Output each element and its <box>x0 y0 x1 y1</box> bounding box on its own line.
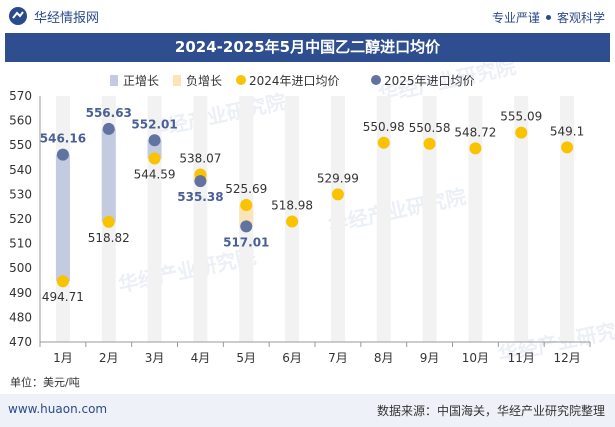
y-tick-label: 550 <box>9 138 32 152</box>
label-2025: 552.01 <box>131 117 177 131</box>
y-tick-label: 500 <box>9 261 32 275</box>
positive-growth-bar <box>101 128 116 222</box>
y-tick-label: 480 <box>9 310 32 324</box>
y-tick-label: 570 <box>9 89 32 103</box>
chart-title: 2024-2025年5月中国乙二醇进口均价 <box>174 38 441 56</box>
x-tick-label: 1月 <box>53 351 73 365</box>
brand-name: 华经情报网 <box>34 10 100 26</box>
legend-label-2: 2024年进口均价 <box>249 74 340 88</box>
category-band <box>147 96 162 342</box>
category-band <box>560 96 575 342</box>
x-tick-label: 11月 <box>508 351 535 365</box>
label-2024: 549.1 <box>550 124 584 138</box>
label-2024: 525.69 <box>225 182 267 196</box>
point-2025 <box>56 148 69 161</box>
label-2024: 544.59 <box>134 168 176 182</box>
x-tick-label: 9月 <box>420 351 440 365</box>
watermark-text: 华经产业研究院 <box>116 244 258 297</box>
y-tick-label: 490 <box>9 286 32 300</box>
brand-logo-icon <box>9 7 27 25</box>
point-2024 <box>561 141 574 154</box>
data-points <box>56 122 574 288</box>
tagline-dot-icon <box>545 15 551 20</box>
point-2024 <box>148 152 161 165</box>
legend: 正增长 负增长 2024年进口均价 2025年进口均价 <box>110 74 475 88</box>
footer-website: www.huaon.com <box>8 402 108 416</box>
label-2024: 518.82 <box>88 231 130 245</box>
unit-label: 单位：美元/吨 <box>10 376 80 389</box>
label-2024: 548.72 <box>454 125 496 139</box>
category-band <box>193 96 208 342</box>
legend-swatch-0 <box>110 75 118 86</box>
y-tick-label: 540 <box>9 163 32 177</box>
x-tick-label: 7月 <box>328 351 348 365</box>
point-2024 <box>286 215 299 228</box>
point-2024 <box>56 275 69 288</box>
title-bar: 2024-2025年5月中国乙二醇进口均价 <box>5 33 610 62</box>
y-tick-label: 560 <box>9 114 32 128</box>
positive-growth-bar <box>55 154 70 282</box>
y-tick-label: 520 <box>9 212 32 226</box>
label-2025: 535.38 <box>177 190 223 204</box>
tagline-left: 专业严谨 <box>491 11 540 25</box>
tagline-right: 客观科学 <box>556 11 605 25</box>
point-2024 <box>240 199 253 212</box>
watermark-text: 华经产业研究院 <box>146 89 288 142</box>
label-2024: 555.09 <box>500 110 542 124</box>
label-2025: 517.01 <box>223 235 269 249</box>
point-2024 <box>102 215 115 228</box>
point-2024 <box>331 188 344 201</box>
label-2024: 494.71 <box>42 290 84 304</box>
point-2024 <box>423 137 436 150</box>
legend-swatch-1 <box>173 75 181 86</box>
x-tick-label: 12月 <box>553 351 580 365</box>
label-2024: 550.58 <box>409 121 451 135</box>
category-band <box>514 96 529 342</box>
axes: 470 480 490 500 510 520 530 540 550 560 570 1月 2月 3月 4… <box>9 89 591 365</box>
category-band <box>376 96 391 342</box>
x-tick-label: 2月 <box>99 351 119 365</box>
x-tick-label: 10月 <box>462 351 489 365</box>
label-2024: 529.99 <box>317 171 359 185</box>
watermark-text: 华经产业研究院 <box>326 184 468 237</box>
tagline: 专业严谨 客观科学 <box>492 9 605 26</box>
top-bar: 华经情报网 专业严谨 客观科学 <box>0 0 615 32</box>
point-2024 <box>377 136 390 149</box>
footer-source: 数据来源：中国海关，华经产业研究院整理 <box>376 404 605 418</box>
point-2025 <box>148 134 161 147</box>
y-tick-label: 530 <box>9 187 32 201</box>
legend-label-0: 正增长 <box>123 74 159 88</box>
x-tick-label: 6月 <box>282 351 302 365</box>
label-2024: 550.98 <box>363 120 405 134</box>
point-2024 <box>515 126 528 139</box>
x-tick-label: 8月 <box>374 351 394 365</box>
y-tick-label: 470 <box>9 335 32 349</box>
legend-label-1: 负增长 <box>186 74 222 88</box>
label-2024: 518.98 <box>271 199 313 213</box>
x-tick-label: 5月 <box>236 351 256 365</box>
y-tick-label: 510 <box>9 237 32 251</box>
point-2025 <box>102 122 115 135</box>
label-2025: 546.16 <box>40 132 86 146</box>
point-2024 <box>469 142 482 155</box>
footer: www.huaon.com 数据来源：中国海关，华经产业研究院整理 <box>0 394 615 427</box>
category-band <box>422 96 437 342</box>
brand: 华经情报网 <box>8 6 99 26</box>
negative-growth-bar <box>239 205 254 227</box>
x-tick-label: 4月 <box>191 351 211 365</box>
label-2025: 556.63 <box>86 106 132 120</box>
category-band <box>468 96 483 342</box>
legend-swatch-2 <box>236 75 246 85</box>
x-tick-label: 3月 <box>145 351 165 365</box>
point-2025 <box>240 220 253 233</box>
category-band <box>330 96 345 342</box>
legend-swatch-3 <box>371 75 381 85</box>
label-2024: 538.07 <box>179 152 221 166</box>
point-2025 <box>194 175 207 188</box>
legend-label-3: 2025年进口均价 <box>384 74 475 88</box>
